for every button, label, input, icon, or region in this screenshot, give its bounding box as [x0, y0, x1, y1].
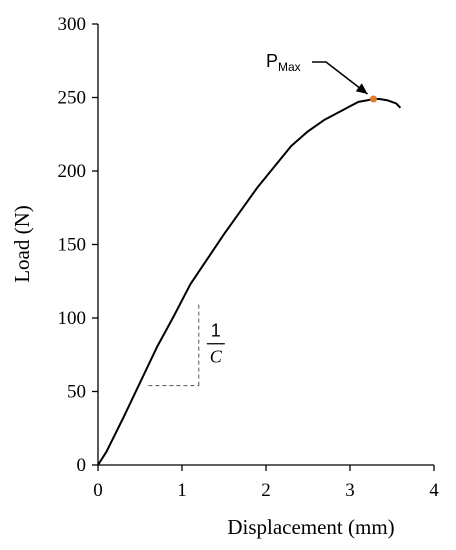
- slope-numerator: 1: [211, 321, 221, 341]
- slope-denominator: C: [210, 347, 223, 367]
- x-tick-label: 0: [93, 480, 103, 501]
- x-tick-label: 1: [177, 480, 187, 501]
- peak-annotation: PMax: [266, 51, 378, 103]
- y-ticks: 0 50 100 150 200 250 300: [58, 14, 98, 476]
- y-tick-label: 250: [58, 88, 87, 109]
- axes: 0 50 100 150 200 250 300 0 1 2 3 4: [58, 14, 440, 501]
- x-axis-title: Displacement (mm): [227, 515, 394, 539]
- x-tick-label: 4: [429, 480, 439, 501]
- y-tick-label: 0: [77, 455, 87, 476]
- x-ticks: 0 1 2 3 4: [93, 465, 439, 501]
- y-tick-label: 150: [58, 235, 87, 256]
- peak-marker: [370, 95, 378, 103]
- x-tick-label: 2: [261, 480, 271, 501]
- y-tick-label: 100: [58, 308, 87, 329]
- y-tick-label: 200: [58, 161, 87, 182]
- peak-arrowhead: [355, 83, 368, 94]
- y-axis-title: Load (N): [10, 205, 34, 283]
- slope-triangle: 1C: [148, 301, 225, 387]
- y-tick-label: 300: [58, 14, 87, 35]
- series-line: [97, 98, 402, 466]
- x-tick-label: 3: [345, 480, 355, 501]
- peak-label: PMax: [266, 51, 301, 74]
- y-tick-label: 50: [67, 382, 86, 403]
- peak-leader-line: [312, 61, 369, 95]
